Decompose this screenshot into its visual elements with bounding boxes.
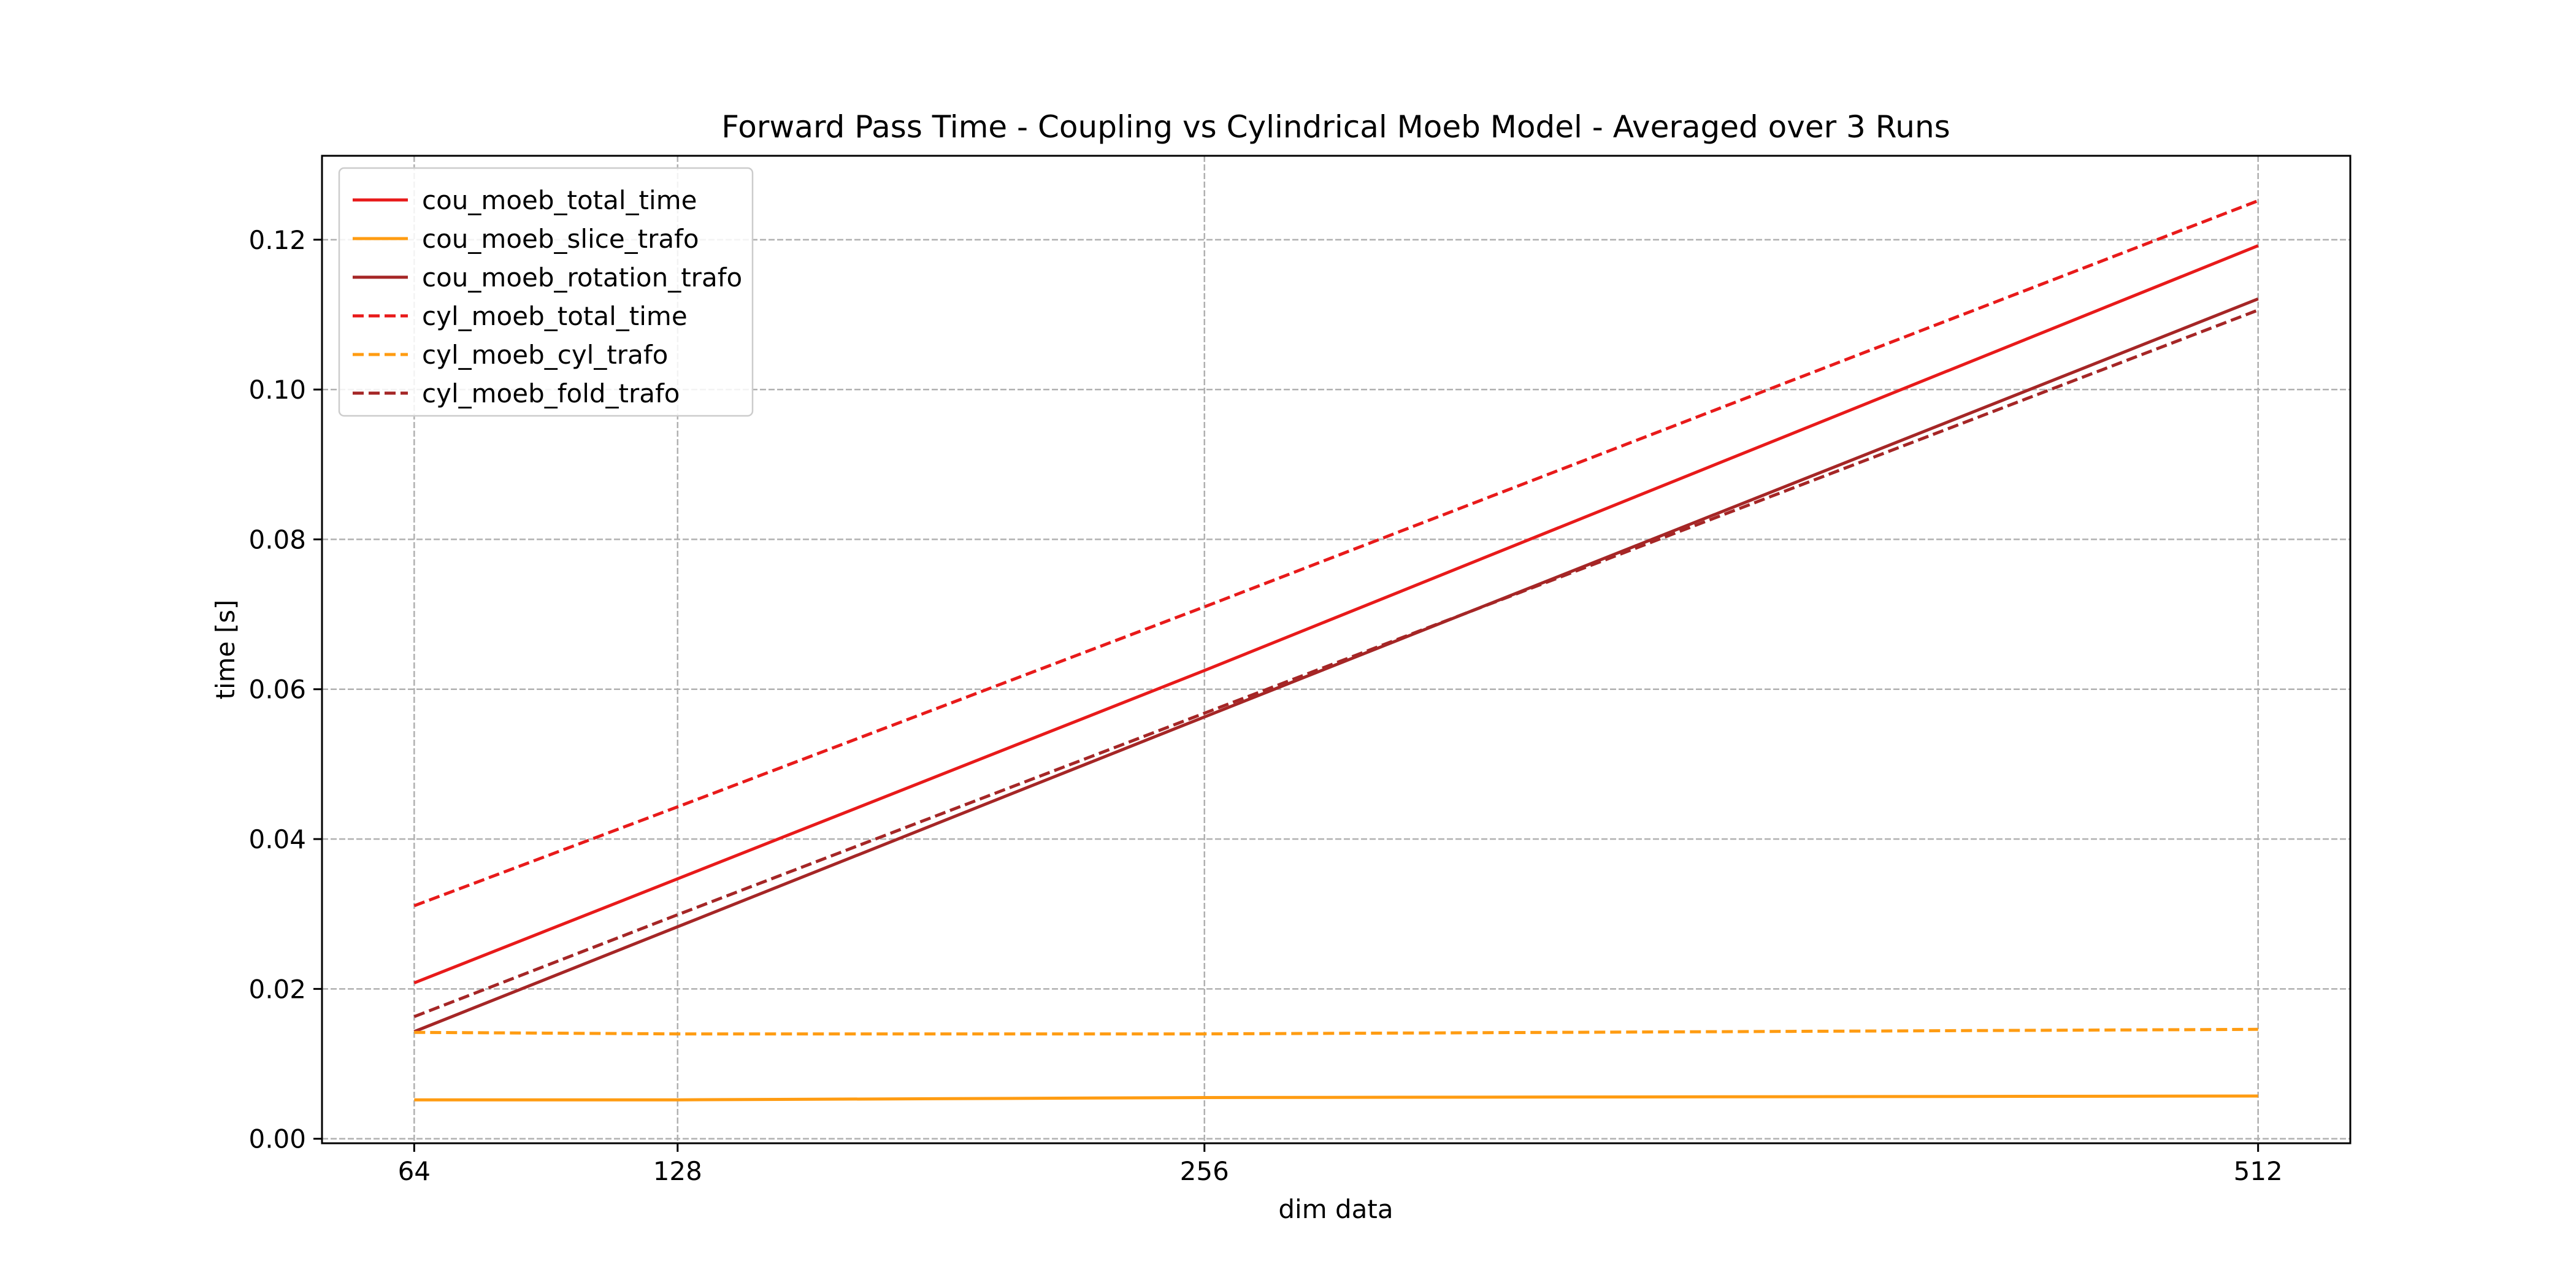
y-tick-label: 0.02 bbox=[248, 974, 306, 1004]
series-line-cyl-moeb-cyl-trafo bbox=[414, 1027, 2258, 1036]
y-tick-label: 0.10 bbox=[248, 375, 306, 405]
series-lines bbox=[413, 199, 2259, 1102]
series-line-cou-moeb-slice-trafo bbox=[414, 1094, 2258, 1102]
x-axis-label: dim data bbox=[1278, 1194, 1393, 1224]
series-line-cou-moeb-rotation-trafo bbox=[413, 297, 2259, 1033]
y-tick-label: 0.04 bbox=[248, 824, 306, 854]
y-tick-label: 0.00 bbox=[248, 1124, 306, 1154]
series-line-cou-moeb-total-time bbox=[413, 244, 2259, 984]
legend-box bbox=[338, 167, 754, 417]
axes: 64 128 256 512 0.00 0.02 0.04 0.06 0.08 0.10 0.12 bbox=[248, 225, 2282, 1186]
x-tick-label: 512 bbox=[2234, 1156, 2283, 1186]
legend-label: cyl_moeb_cyl_trafo bbox=[422, 340, 668, 370]
plot-area-frame bbox=[321, 155, 2352, 1144]
y-tick-label: 0.12 bbox=[248, 225, 306, 255]
x-tick-label: 256 bbox=[1180, 1156, 1229, 1186]
y-tick-label: 0.06 bbox=[248, 675, 306, 705]
legend-label: cou_moeb_total_time bbox=[422, 185, 697, 215]
y-tick-label: 0.08 bbox=[248, 524, 306, 554]
x-tick-label: 64 bbox=[398, 1156, 431, 1186]
legend: cou_moeb_total_time cou_moeb_slice_trafoc… bbox=[338, 167, 754, 417]
chart-title: Forward Pass Time - Coupling vs Cylindri… bbox=[721, 109, 1950, 145]
x-tick-label: 128 bbox=[653, 1156, 702, 1186]
legend-label: cyl_moeb_fold_trafo bbox=[422, 378, 680, 408]
legend-label: cou_moeb_slice_trafo bbox=[422, 224, 699, 254]
legend-label: cyl_moeb_total_time bbox=[422, 301, 688, 331]
y-axis-label: time [s] bbox=[210, 600, 240, 700]
series-line-cyl-moeb-fold-trafo bbox=[413, 309, 2259, 1018]
series-line-cyl-moeb-total-time bbox=[413, 199, 2259, 908]
legend-label: cou_moeb_rotation_trafo bbox=[422, 263, 742, 293]
